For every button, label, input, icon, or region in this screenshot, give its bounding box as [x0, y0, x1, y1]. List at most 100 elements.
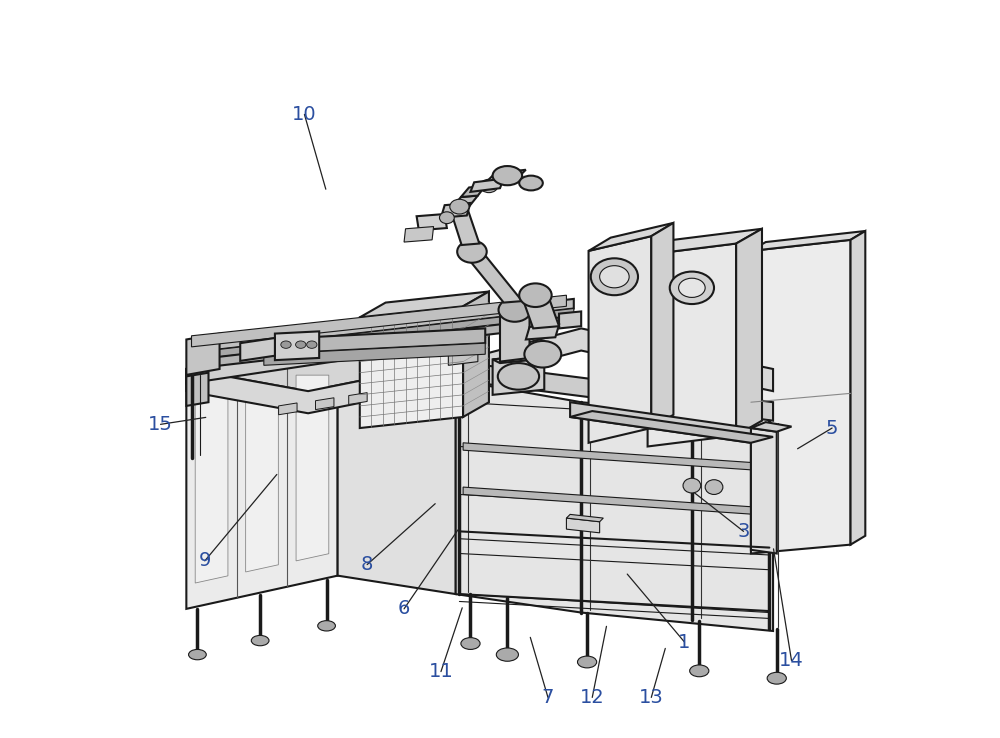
Polygon shape	[279, 403, 297, 415]
Polygon shape	[417, 214, 447, 230]
Ellipse shape	[591, 258, 638, 295]
Polygon shape	[275, 331, 319, 360]
Polygon shape	[240, 338, 275, 361]
Polygon shape	[493, 354, 544, 395]
Text: 3: 3	[737, 522, 750, 541]
Polygon shape	[651, 223, 673, 428]
Polygon shape	[246, 385, 278, 572]
Text: 13: 13	[639, 688, 664, 707]
Ellipse shape	[670, 272, 714, 304]
Text: 9: 9	[199, 551, 211, 570]
Polygon shape	[493, 354, 552, 363]
Polygon shape	[404, 227, 434, 242]
Polygon shape	[450, 207, 479, 245]
Text: 7: 7	[542, 688, 554, 707]
Polygon shape	[566, 514, 603, 522]
Polygon shape	[461, 186, 485, 197]
Polygon shape	[195, 395, 228, 583]
Polygon shape	[338, 339, 456, 594]
Polygon shape	[186, 339, 338, 609]
Text: 6: 6	[398, 599, 410, 618]
Polygon shape	[648, 229, 762, 255]
Ellipse shape	[683, 478, 701, 493]
Polygon shape	[190, 316, 574, 369]
Ellipse shape	[519, 283, 552, 307]
Polygon shape	[570, 411, 773, 443]
Ellipse shape	[519, 176, 543, 190]
Polygon shape	[186, 328, 773, 413]
Polygon shape	[190, 299, 574, 353]
Polygon shape	[470, 179, 504, 192]
Text: 5: 5	[826, 418, 838, 438]
Polygon shape	[484, 170, 526, 184]
Polygon shape	[751, 428, 777, 554]
Ellipse shape	[307, 341, 317, 348]
Polygon shape	[316, 398, 334, 410]
Ellipse shape	[480, 179, 498, 193]
Polygon shape	[566, 518, 600, 533]
Ellipse shape	[439, 212, 454, 224]
Polygon shape	[463, 487, 766, 515]
Ellipse shape	[600, 266, 629, 288]
Text: 10: 10	[292, 105, 317, 124]
Polygon shape	[751, 231, 865, 251]
Polygon shape	[526, 325, 559, 339]
Text: 12: 12	[580, 688, 605, 707]
Polygon shape	[186, 334, 220, 375]
Polygon shape	[463, 251, 522, 303]
Polygon shape	[452, 196, 478, 208]
Polygon shape	[264, 343, 485, 365]
Polygon shape	[500, 310, 535, 317]
Polygon shape	[456, 362, 773, 631]
Polygon shape	[360, 292, 489, 317]
Ellipse shape	[450, 199, 469, 214]
Polygon shape	[186, 373, 208, 406]
Ellipse shape	[251, 635, 269, 646]
Polygon shape	[186, 328, 456, 384]
Polygon shape	[360, 306, 463, 428]
Polygon shape	[192, 295, 566, 347]
Ellipse shape	[577, 656, 597, 668]
Polygon shape	[751, 422, 792, 432]
Polygon shape	[186, 339, 456, 391]
Polygon shape	[463, 443, 766, 471]
Polygon shape	[463, 292, 489, 417]
Ellipse shape	[705, 480, 723, 494]
Ellipse shape	[189, 649, 206, 660]
Text: 1: 1	[678, 632, 691, 652]
Polygon shape	[522, 295, 559, 328]
Polygon shape	[589, 236, 651, 443]
Polygon shape	[463, 251, 485, 258]
Ellipse shape	[461, 638, 480, 649]
Text: 15: 15	[148, 415, 173, 434]
Polygon shape	[570, 402, 751, 443]
Polygon shape	[736, 229, 762, 435]
Text: 11: 11	[429, 662, 453, 681]
Text: 8: 8	[361, 555, 373, 574]
Ellipse shape	[690, 665, 709, 677]
Ellipse shape	[493, 166, 522, 185]
Polygon shape	[751, 240, 851, 554]
Ellipse shape	[767, 672, 786, 684]
Ellipse shape	[281, 341, 291, 348]
Ellipse shape	[457, 241, 487, 263]
Polygon shape	[190, 308, 574, 360]
Text: 14: 14	[779, 651, 804, 670]
Polygon shape	[441, 203, 470, 218]
Polygon shape	[296, 375, 329, 561]
Ellipse shape	[296, 341, 306, 348]
Polygon shape	[349, 393, 367, 404]
Polygon shape	[500, 310, 530, 362]
Ellipse shape	[499, 298, 531, 322]
Polygon shape	[456, 362, 773, 421]
Ellipse shape	[679, 278, 705, 297]
Polygon shape	[448, 351, 478, 365]
Ellipse shape	[496, 648, 518, 661]
Polygon shape	[589, 223, 673, 251]
Polygon shape	[648, 244, 736, 446]
Polygon shape	[559, 311, 581, 328]
Polygon shape	[851, 231, 865, 545]
Ellipse shape	[524, 341, 561, 368]
Polygon shape	[264, 328, 485, 354]
Ellipse shape	[498, 363, 539, 390]
